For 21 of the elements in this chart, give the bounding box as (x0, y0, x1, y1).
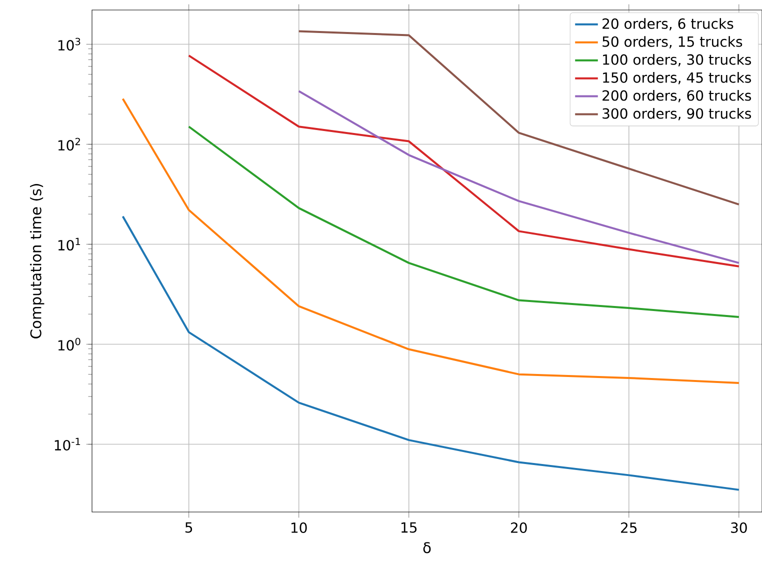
x-tick-label: 15 (401, 522, 417, 533)
y-tick-label: 10$^{2}$ (58, 138, 80, 151)
x-axis-title: δ (423, 542, 431, 554)
legend-label: 150 orders, 45 trucks (603, 72, 752, 84)
x-tick-label: 30 (731, 522, 747, 533)
line-series (188, 126, 740, 318)
y-tick-label: 10$^{-1}$ (54, 438, 80, 451)
legend-label: 100 orders, 30 trucks (603, 54, 752, 66)
x-tick-label: 25 (621, 522, 637, 533)
x-tick-label: 10 (291, 522, 307, 533)
x-tick-label: 20 (510, 522, 527, 533)
y-tick-label: 10$^{1}$ (58, 238, 80, 251)
legend-label: 300 orders, 90 trucks (602, 108, 752, 120)
x-tick-label: 5 (185, 522, 192, 533)
y-tick-label: 10$^{0}$ (58, 338, 80, 351)
line-series (122, 215, 740, 491)
y-tick-label: 10$^{3}$ (58, 38, 80, 51)
legend-label: 200 orders, 60 trucks (602, 90, 752, 102)
y-axis-title: Computation time (s) (30, 184, 44, 338)
legend-label: 50 orders, 15 trucks (602, 36, 742, 48)
legend-label: 20 orders, 6 trucks (602, 18, 734, 30)
